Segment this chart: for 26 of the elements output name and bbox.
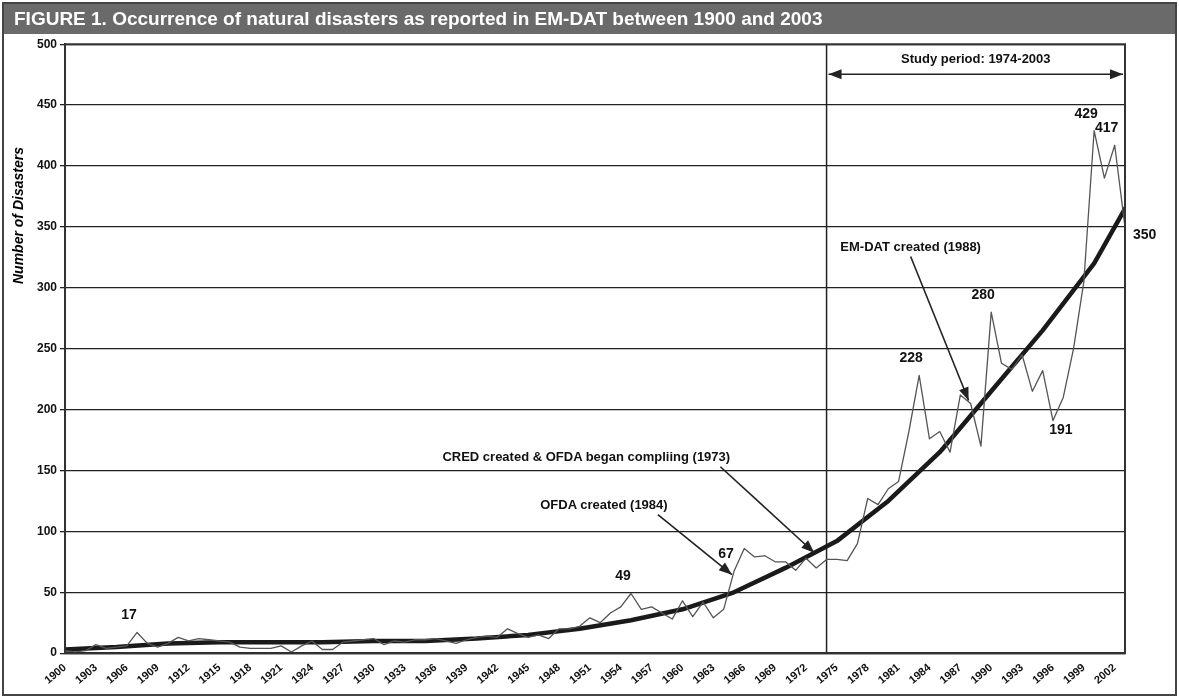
y-tick-label: 400 — [36, 158, 58, 173]
data-label: 429 — [1074, 104, 1099, 121]
y-axis-title: Number of Disasters — [10, 147, 26, 284]
data-label: 49 — [615, 567, 632, 584]
annotation: EM-DAT created (1988) — [840, 238, 981, 254]
data-label: 191 — [1049, 421, 1073, 438]
y-tick-label: 300 — [36, 280, 58, 295]
y-tick-label: 100 — [36, 523, 58, 538]
data-label: 350 — [1133, 225, 1157, 242]
y-tick-label: 250 — [36, 340, 58, 355]
chart-title: FIGURE 1. Occurrence of natural disasters as reported in EM-DAT between 1900 and 2003 — [4, 4, 1175, 34]
annotation: CRED created & OFDA began compliing (1973) — [442, 448, 731, 464]
y-tick-label: 500 — [36, 36, 58, 51]
annotation: Study period: 1974-2003 — [901, 51, 1051, 67]
annotation: OFDA created (1984) — [540, 496, 668, 512]
data-label: 67 — [718, 545, 734, 562]
y-tick-label: 0 — [50, 645, 58, 660]
y-tick-label: 50 — [43, 584, 58, 599]
data-label: 228 — [899, 349, 924, 366]
data-label: 280 — [971, 286, 996, 302]
y-tick-label: 150 — [36, 462, 58, 477]
data-label: 17 — [121, 606, 138, 623]
y-tick-label: 350 — [36, 219, 58, 234]
y-tick-label: 200 — [36, 401, 58, 416]
y-tick-label: 450 — [36, 97, 58, 112]
data-label: 417 — [1095, 119, 1119, 136]
